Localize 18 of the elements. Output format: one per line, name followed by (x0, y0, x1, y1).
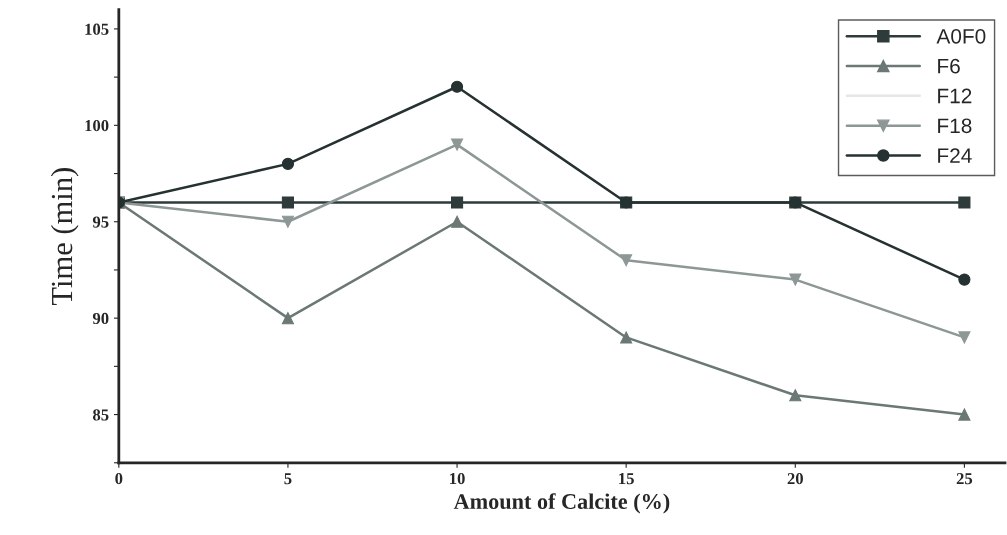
legend-label: F24 (938, 148, 972, 163)
x-tick-label: 15 (619, 473, 634, 485)
x-tick-label: 0 (115, 472, 123, 485)
y-tick-label: 105 (85, 23, 109, 35)
y-tick-label: 95 (92, 216, 109, 228)
y-tick-label: 90 (92, 312, 109, 325)
y-tick-label: 100 (85, 120, 109, 132)
x-tick-label: 25 (956, 473, 973, 485)
x-tick-label: 20 (787, 472, 803, 485)
y-tick-label: 85 (92, 409, 109, 421)
y-axis-title: Time (min) (50, 168, 79, 306)
x-axis-title: Amount of Calcite (%) (453, 493, 670, 514)
legend-label: F18 (938, 118, 972, 134)
legend-label: F6 (938, 58, 960, 74)
legend-label: A0F0 (936, 28, 986, 44)
x-tick-label: 10 (450, 472, 465, 485)
legend-label: F12 (938, 88, 972, 104)
x-tick-label: 5 (284, 473, 292, 485)
